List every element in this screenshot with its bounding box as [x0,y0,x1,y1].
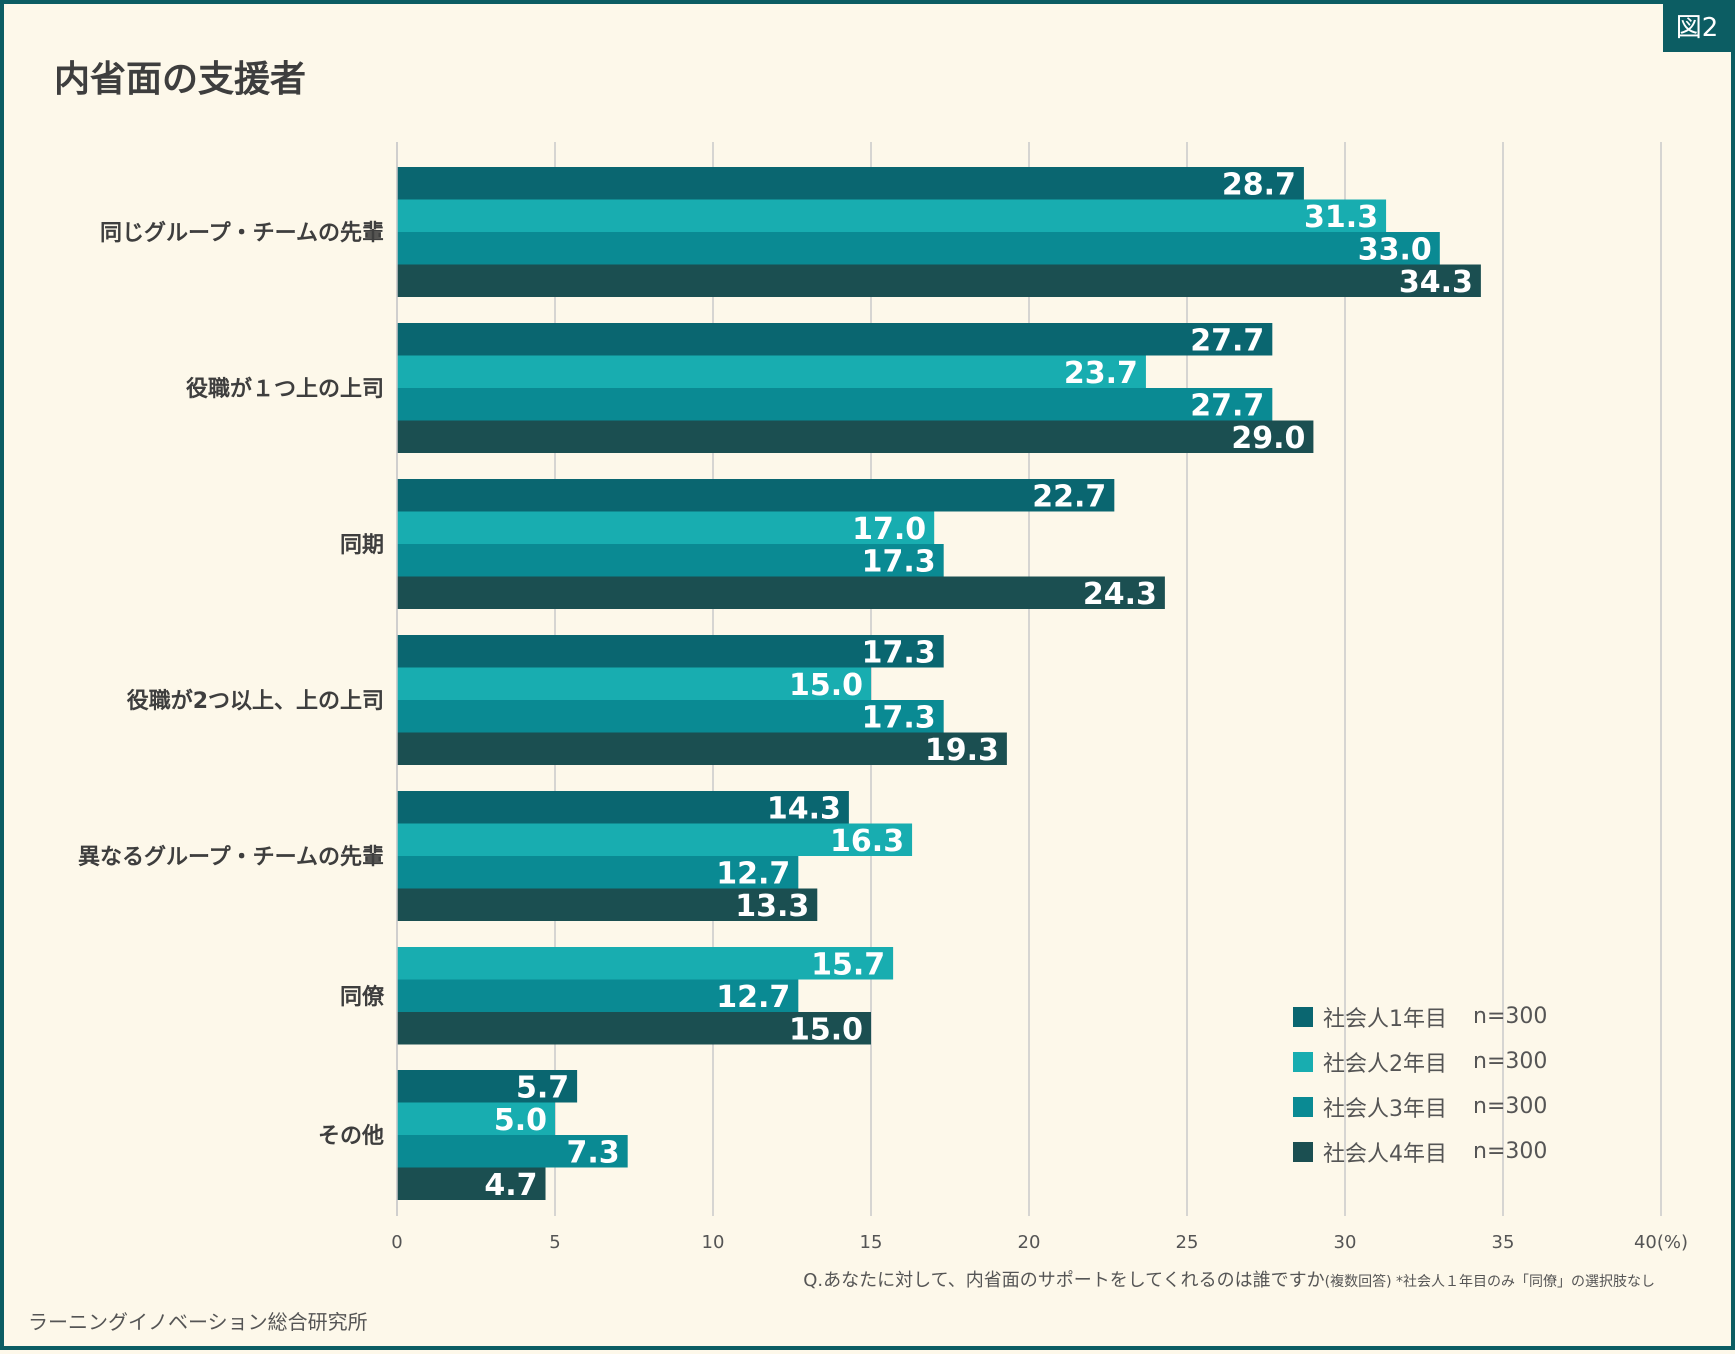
data-label: 15.7 [811,948,885,983]
data-label: 28.7 [1222,168,1296,203]
bar [397,700,944,733]
bar [397,823,913,856]
bar [397,1012,871,1045]
legend-series-name: 社会人1年目 [1323,1006,1447,1032]
bar [397,732,1007,765]
bar [397,167,1304,200]
bar [397,856,799,889]
data-label: 17.3 [862,545,936,580]
data-label: 16.3 [830,824,904,859]
bar [397,199,1387,232]
figure-badge: 図2 [1663,4,1731,52]
legend-item: 社会人3年目 n=300 [1293,1084,1547,1129]
chart-title: 内省面の支援者 [54,59,307,100]
bar [397,667,871,700]
bar [397,1102,555,1135]
legend-sample-size: n=300 [1473,1049,1548,1074]
data-label: 27.7 [1190,324,1264,359]
bar [397,979,799,1012]
data-label: 15.0 [789,668,863,703]
data-label: 24.3 [1083,577,1157,612]
legend-series-name: 社会人3年目 [1323,1096,1447,1122]
legend-item: 社会人1年目 n=300 [1293,994,1547,1039]
category-label: 役職が１つ上の上司 [186,376,384,402]
legend-sample-size: n=300 [1473,1139,1548,1164]
source-credit: ラーニングイノベーション総合研究所 [28,1310,368,1334]
data-label: 15.0 [789,1013,863,1048]
x-tick-label: 20 [1018,1232,1041,1253]
bar [397,1070,578,1103]
category-label: 同じグループ・チームの先輩 [100,220,384,246]
data-label: 23.7 [1064,356,1138,391]
x-tick-label: 40(%) [1634,1232,1688,1253]
bar [397,888,818,921]
question-footnote: Q.あなたに対して、内省面のサポートをしてくれるのは誰ですか(複数回答) *社会… [803,1266,1655,1292]
x-tick-label: 5 [549,1232,560,1253]
data-label: 5.7 [516,1071,569,1106]
bar [397,264,1481,297]
data-label: 17.3 [862,701,936,736]
legend-swatch [1293,1006,1313,1027]
question-note: (複数回答) *社会人１年目のみ「同僚」の選択肢なし [1324,1274,1655,1290]
legend-series-name: 社会人2年目 [1323,1051,1447,1077]
legend-sample-size: n=300 [1473,1094,1548,1119]
bar [397,544,944,577]
bar [397,511,935,544]
category-label: 同期 [340,533,384,558]
legend-swatch [1293,1051,1313,1072]
legend-item: 社会人2年目 n=300 [1293,1039,1547,1084]
data-label: 7.3 [567,1136,620,1171]
data-label: 34.3 [1399,265,1473,300]
legend-swatch [1293,1096,1313,1117]
question-text: Q.あなたに対して、内省面のサポートをしてくれるのは誰ですか [803,1270,1325,1291]
data-label: 31.3 [1304,200,1378,235]
bar [397,635,944,668]
category-label: 役職が2つ以上、上の上司 [127,688,384,714]
bar [397,420,1314,453]
x-tick-label: 35 [1492,1232,1515,1253]
legend-series-name: 社会人4年目 [1323,1141,1447,1167]
x-tick-label: 15 [860,1232,883,1253]
legend-item: 社会人4年目 n=300 [1293,1129,1547,1174]
data-label: 22.7 [1032,480,1106,515]
data-label: 13.3 [735,889,809,924]
chart-legend: 社会人1年目 n=300 社会人2年目 n=300 社会人3年目 n=300 社会人4年目 n… [1293,994,1547,1174]
x-tick-label: 10 [702,1232,725,1253]
bar [397,388,1273,421]
bar [397,1167,546,1200]
bar [397,323,1273,356]
data-label: 4.7 [484,1168,537,1203]
data-label: 29.0 [1231,421,1305,456]
bar [397,355,1146,388]
x-tick-label: 25 [1176,1232,1199,1253]
bar [397,232,1440,265]
legend-sample-size: n=300 [1473,1004,1548,1029]
bar [397,479,1115,512]
data-label: 17.0 [852,512,926,547]
data-label: 17.3 [862,636,936,671]
category-label: その他 [318,1124,384,1149]
data-label: 19.3 [925,733,999,768]
category-label: 異なるグループ・チームの先輩 [78,844,384,870]
bar [397,576,1165,609]
data-label: 5.0 [494,1103,547,1138]
bar-chart: 0 5 10 15 20 25 30 35 40(%) 28.731.333.034.3 同じグルー… [78,142,1688,1253]
legend-swatch [1293,1141,1313,1162]
data-label: 12.7 [716,857,790,892]
data-label: 33.0 [1358,233,1432,268]
data-label: 14.3 [767,792,841,827]
data-label: 12.7 [716,980,790,1015]
x-tick-label: 30 [1334,1232,1357,1253]
data-label: 27.7 [1190,389,1264,424]
bar [397,947,894,980]
x-tick-label: 0 [391,1232,402,1253]
bar [397,1135,628,1168]
category-label: 同僚 [340,984,385,1010]
bar [397,791,849,824]
